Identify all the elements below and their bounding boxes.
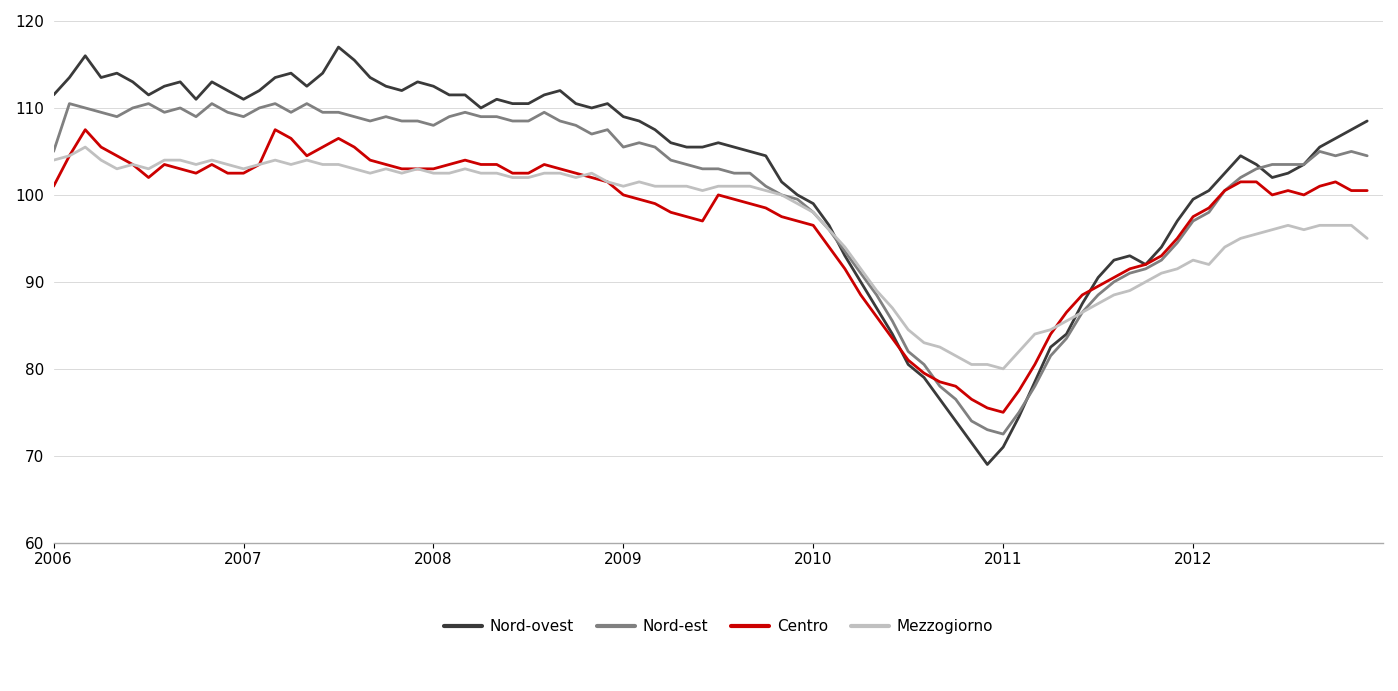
Centro [45,182,62,190]
Nord-est [995,430,1012,438]
Mezzogiorno [1074,308,1090,316]
Line: Nord-est: Nord-est [53,104,1367,434]
Centro [710,191,727,199]
Line: Mezzogiorno: Mezzogiorno [53,147,1367,369]
Mezzogiorno [710,182,727,190]
Centro [62,151,78,160]
Centro [647,200,664,208]
Nord-ovest [979,460,995,468]
Nord-ovest [710,139,727,147]
Mezzogiorno [62,151,78,160]
Nord-est [45,147,62,155]
Mezzogiorno [647,182,664,190]
Nord-est [140,100,157,108]
Nord-est [1137,265,1153,273]
Nord-est [1074,308,1090,316]
Mezzogiorno [77,143,94,151]
Centro [1137,261,1153,269]
Centro [140,173,157,182]
Nord-ovest [1137,261,1153,269]
Nord-ovest [330,43,347,51]
Nord-est [647,143,664,151]
Line: Centro: Centro [53,130,1367,413]
Nord-est [77,104,94,112]
Nord-est [62,100,78,108]
Line: Nord-ovest: Nord-ovest [53,47,1367,464]
Centro [77,126,94,134]
Nord-ovest [1074,299,1090,307]
Nord-est [1359,151,1376,160]
Nord-ovest [62,73,78,82]
Mezzogiorno [140,164,157,173]
Nord-ovest [45,91,62,99]
Mezzogiorno [1137,278,1153,286]
Legend: Nord-ovest, Nord-est, Centro, Mezzogiorno: Nord-ovest, Nord-est, Centro, Mezzogiorn… [438,613,1000,640]
Mezzogiorno [45,156,62,164]
Nord-est [710,164,727,173]
Centro [1359,187,1376,195]
Mezzogiorno [1359,234,1376,243]
Nord-ovest [647,126,664,134]
Centro [995,408,1012,417]
Nord-ovest [1359,117,1376,125]
Nord-ovest [124,77,141,86]
Mezzogiorno [995,365,1012,373]
Centro [1074,291,1090,299]
